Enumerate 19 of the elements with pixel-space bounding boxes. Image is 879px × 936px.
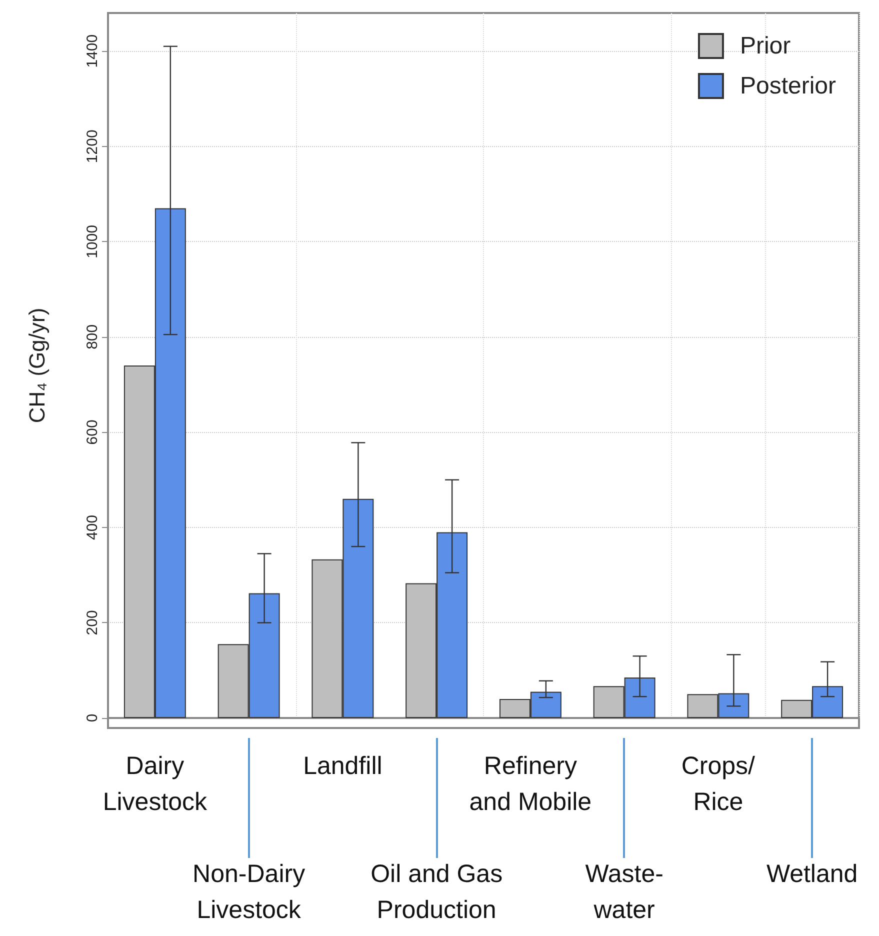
x-tick-label: Landfill: [303, 752, 382, 780]
legend-label: Posterior: [740, 72, 836, 100]
y-tick-label: 0: [84, 714, 101, 722]
y-axis-title: CH₄ (Gg/yr): [24, 308, 50, 424]
y-tick-label: 600: [84, 420, 101, 445]
y-tick-label: 400: [84, 514, 101, 540]
x-tick-label: Waste- water: [585, 860, 664, 924]
y-tick-label: 1200: [84, 130, 101, 164]
y-tick-label: 1000: [84, 224, 101, 258]
x-tick-label: Oil and Gas Production: [370, 860, 503, 924]
legend-label: Prior: [740, 32, 791, 60]
x-tick-label: Crops/ Rice: [681, 752, 756, 816]
x-tick-label: Wetland: [766, 860, 858, 888]
x-tick-label: Refinery and Mobile: [469, 752, 592, 816]
y-tick-label: 1400: [84, 34, 101, 68]
y-tick-label: 800: [84, 324, 101, 350]
y-tick-label: 200: [84, 610, 101, 636]
x-tick-label: Dairy Livestock: [102, 752, 208, 816]
x-tick-label: Non-Dairy Livestock: [192, 860, 306, 924]
